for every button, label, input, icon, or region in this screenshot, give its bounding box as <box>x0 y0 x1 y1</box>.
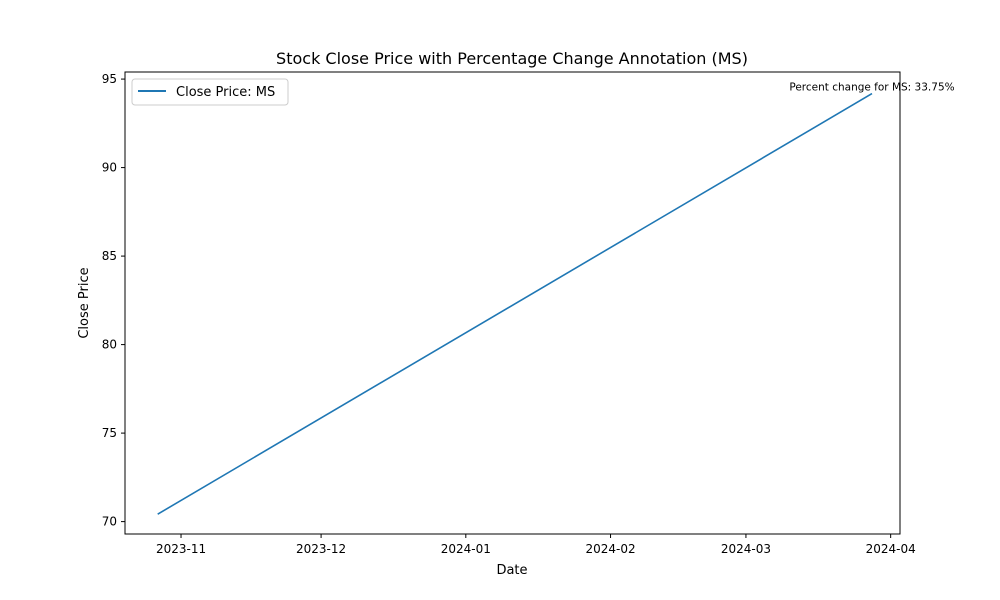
chart-title: Stock Close Price with Percentage Change… <box>276 49 748 68</box>
y-tick-label: 85 <box>102 249 117 263</box>
y-axis: 70 75 80 85 90 95 <box>102 72 125 529</box>
series-layer <box>157 92 873 515</box>
x-tick-label: 2024-03 <box>721 542 771 556</box>
y-tick-label: 80 <box>102 338 117 352</box>
x-tick-label: 2024-02 <box>585 542 635 556</box>
percent-change-annotation: Percent change for MS: 33.75% <box>789 82 954 94</box>
x-axis: 2023-11 2023-12 2024-01 2024-02 2024-03 2024-… <box>156 534 916 556</box>
y-axis-label: Close Price <box>77 267 92 338</box>
x-tick-label: 2023-12 <box>296 542 346 556</box>
x-tick-label: 2023-11 <box>156 542 206 556</box>
legend: Close Price: MS <box>131 78 289 106</box>
x-tick-label: 2024-04 <box>866 542 916 556</box>
legend-entry-label: Close Price: MS <box>176 85 275 100</box>
series-line <box>157 92 873 515</box>
x-tick-label: 2024-01 <box>441 542 491 556</box>
y-tick-label: 75 <box>102 426 117 440</box>
legend-box <box>131 78 289 106</box>
y-tick-label: 90 <box>102 161 117 175</box>
y-tick-label: 70 <box>102 515 117 529</box>
plot-area <box>124 71 901 535</box>
x-axis-label: Date <box>496 563 527 578</box>
y-tick-label: 95 <box>102 72 117 86</box>
